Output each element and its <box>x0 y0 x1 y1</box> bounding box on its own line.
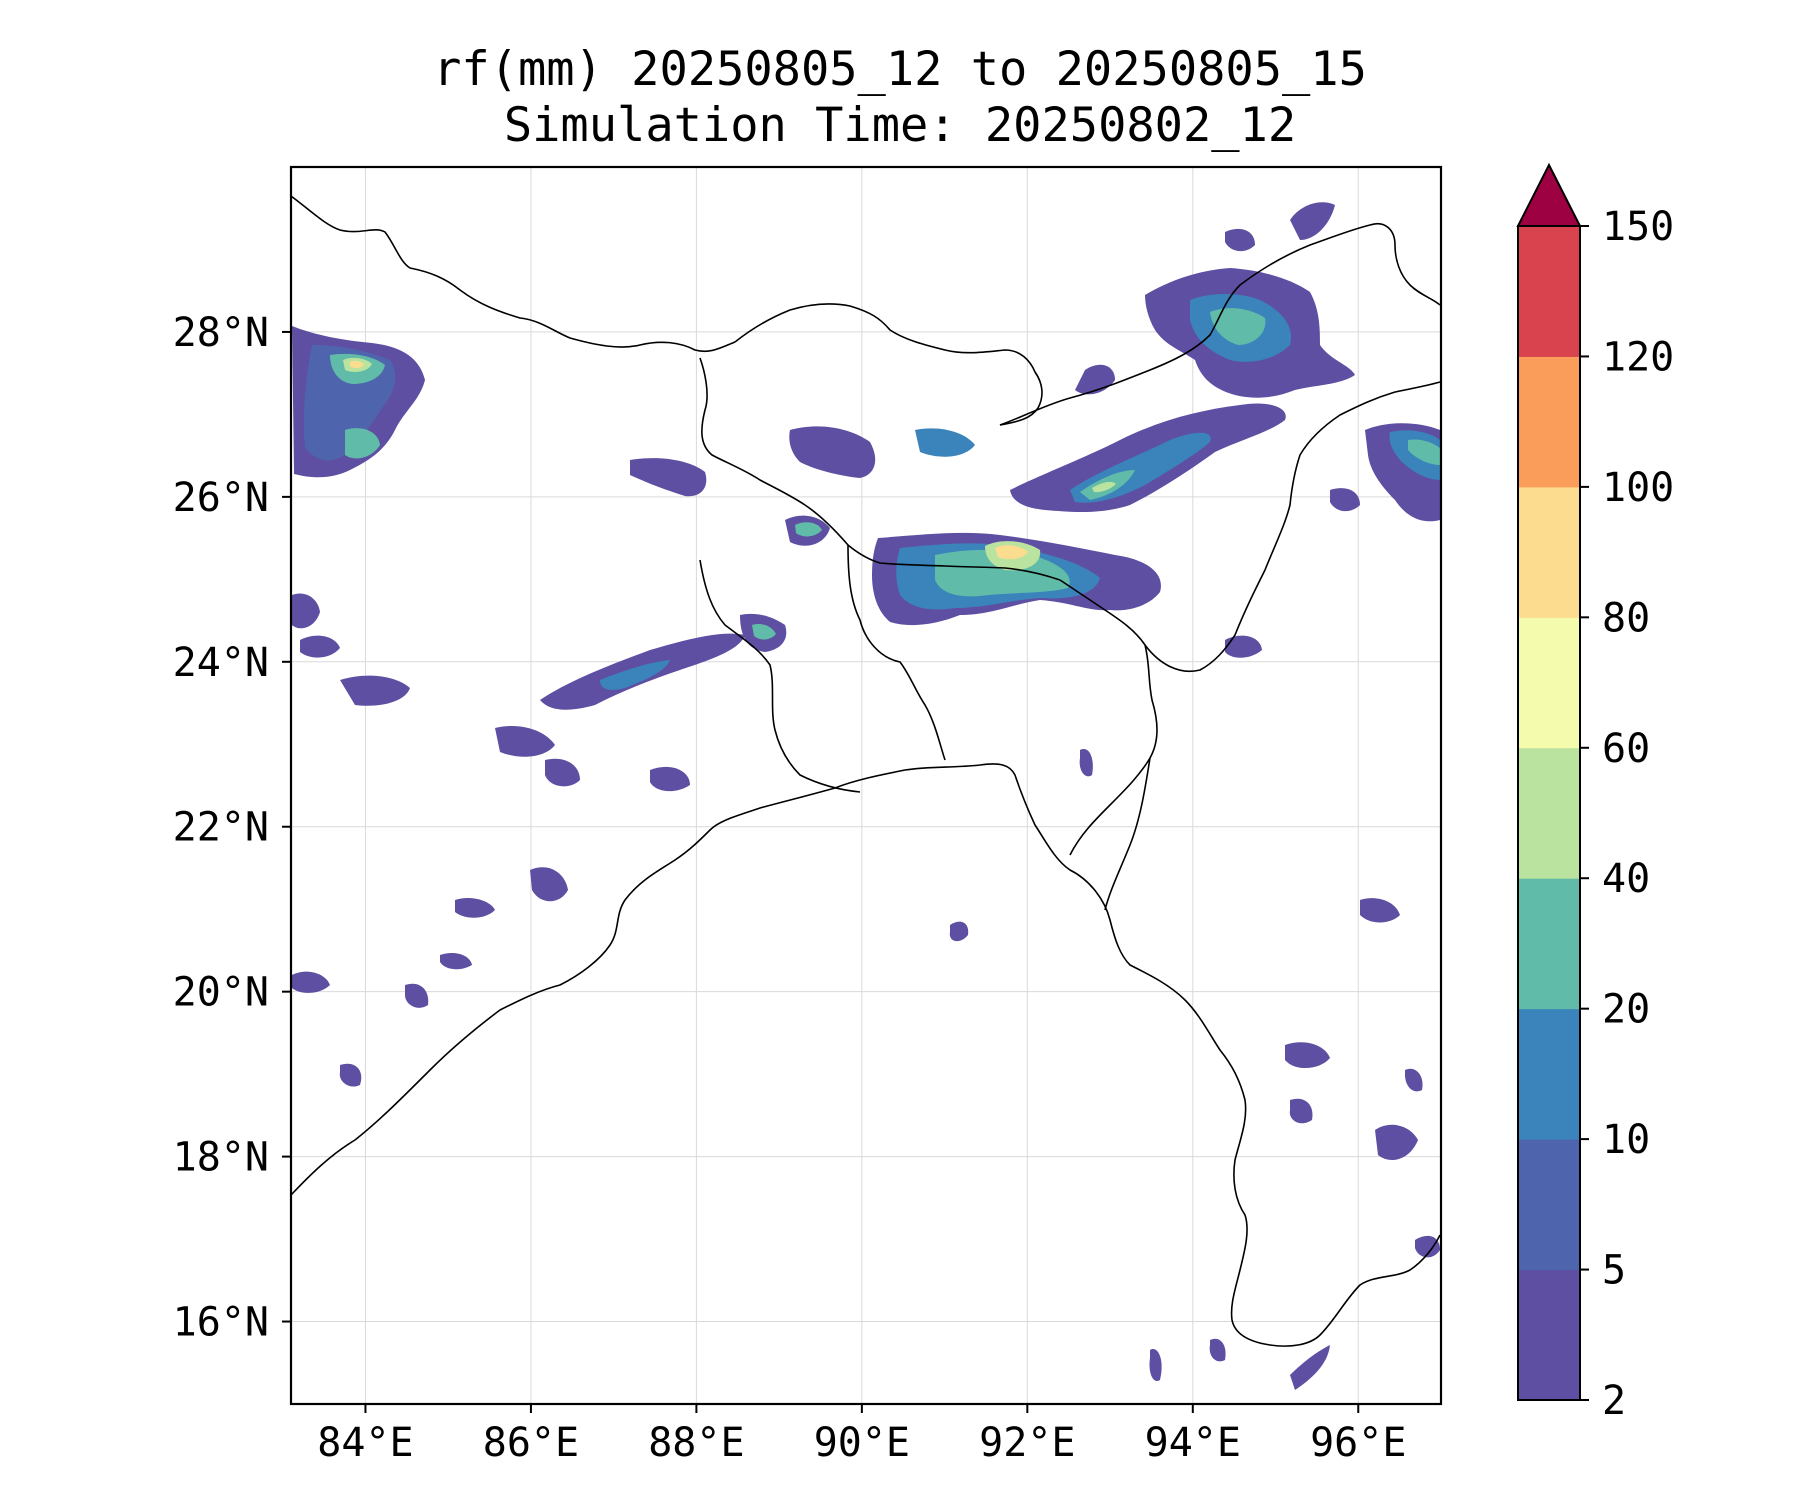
rain-patch <box>350 361 364 369</box>
rain-patch <box>1209 1338 1226 1362</box>
colorbar-segment <box>1518 486 1580 618</box>
rain-patch <box>1092 481 1116 493</box>
border <box>1059 579 1158 856</box>
rain-patch <box>650 766 690 792</box>
colorbar-tick-label: 120 <box>1602 334 1674 380</box>
border <box>291 195 736 353</box>
gridlines <box>291 167 1441 1404</box>
colorbar-frame <box>1517 225 1581 1401</box>
colorbar-tick-label: 80 <box>1602 595 1650 641</box>
rain-patch <box>995 545 1028 560</box>
colorbar-extend-triangle <box>1516 162 1582 227</box>
border <box>1144 381 1441 672</box>
colorbar-tick-label: 5 <box>1602 1248 1626 1294</box>
rain-patch <box>1405 1068 1423 1092</box>
border <box>734 303 1043 426</box>
colorbar-tick-label: 60 <box>1602 726 1650 772</box>
colorbar-tick-label: 150 <box>1602 204 1674 250</box>
colorbar-segment <box>1518 1008 1580 1140</box>
rain-patch <box>530 867 568 902</box>
border <box>999 223 1441 426</box>
border <box>1104 757 1151 911</box>
rain-patch <box>440 953 472 970</box>
colorbar-segment <box>1518 747 1580 879</box>
rain-patch <box>600 660 670 690</box>
rain-patch <box>1079 749 1093 777</box>
rain-patch <box>340 675 410 706</box>
rain-patch <box>495 725 555 757</box>
rain-patch <box>1225 228 1255 252</box>
rain-patch <box>1290 202 1335 240</box>
x-tick-label: 86°E <box>483 1420 579 1466</box>
rain-patch <box>1149 1349 1162 1381</box>
colorbar-tick-label: 40 <box>1602 856 1650 902</box>
y-tick-label: 18°N <box>173 1135 269 1181</box>
rain-patch <box>1408 439 1440 465</box>
rain-patch <box>630 458 707 497</box>
y-tick-label: 24°N <box>173 640 269 686</box>
rain-patch <box>1330 488 1360 512</box>
coastline <box>291 763 1441 1347</box>
colorbar-segment <box>1518 356 1580 488</box>
rain-patch <box>1285 1042 1330 1069</box>
y-tick-label: 20°N <box>173 970 269 1016</box>
rainfall-field <box>292 202 1440 1390</box>
rain-patch <box>1360 898 1400 923</box>
colorbar: 2 5 10 20 40 60 80 100 120 150 <box>1516 162 1674 1424</box>
colorbar-segment <box>1518 617 1580 749</box>
border <box>847 544 946 761</box>
colorbar-tick-label: 100 <box>1602 465 1674 511</box>
rain-patch <box>292 593 320 629</box>
rain-patch <box>1375 1124 1418 1160</box>
x-tick-label: 92°E <box>979 1420 1075 1466</box>
x-tick-label: 96°E <box>1310 1420 1406 1466</box>
colorbar-tick-label: 10 <box>1602 1117 1650 1163</box>
x-axis: 84°E 86°E 88°E 90°E 92°E 94°E 96°E <box>317 1404 1406 1466</box>
figure-title-line1: rf(mm) 20250805_12 to 20250805_15 <box>433 42 1367 97</box>
y-tick-label: 22°N <box>173 805 269 851</box>
y-axis: 16°N 18°N 20°N 22°N 24°N 26°N 28°N <box>173 310 291 1346</box>
colorbar-segment <box>1518 1139 1580 1271</box>
rain-patch <box>339 1063 362 1087</box>
rain-patch <box>1210 308 1266 345</box>
rain-patch <box>1290 1345 1330 1390</box>
x-tick-label: 84°E <box>317 1420 413 1466</box>
border <box>699 357 1061 581</box>
figure-title-line2: Simulation Time: 20250802_12 <box>503 98 1297 153</box>
rain-patch <box>300 635 340 658</box>
colorbar-tick-label: 20 <box>1602 987 1650 1033</box>
rain-patch <box>1225 635 1262 658</box>
rain-patch <box>752 624 776 640</box>
y-tick-label: 28°N <box>173 310 269 356</box>
rain-patch <box>292 971 330 993</box>
colorbar-tick-label: 2 <box>1602 1378 1626 1424</box>
x-tick-label: 94°E <box>1145 1420 1241 1466</box>
rain-patch <box>1415 1235 1440 1258</box>
rain-patch <box>915 428 975 457</box>
rain-patch <box>795 522 822 537</box>
y-tick-label: 16°N <box>173 1300 269 1346</box>
colorbar-segment <box>1518 878 1580 1010</box>
y-tick-label: 26°N <box>173 475 269 521</box>
rain-patch <box>545 758 580 787</box>
x-tick-label: 88°E <box>648 1420 744 1466</box>
rain-patch <box>455 898 495 918</box>
map-frame <box>289 165 1443 1406</box>
border <box>699 559 861 793</box>
rain-patch <box>789 426 876 478</box>
rain-patch <box>345 428 380 459</box>
colorbar-segment <box>1518 1269 1580 1401</box>
rain-patch <box>1289 1098 1313 1124</box>
rain-patch <box>949 921 969 942</box>
coastlines-and-borders <box>291 195 1441 1347</box>
rain-patch <box>405 983 429 1008</box>
x-tick-label: 90°E <box>814 1420 910 1466</box>
colorbar-segment <box>1518 226 1580 357</box>
